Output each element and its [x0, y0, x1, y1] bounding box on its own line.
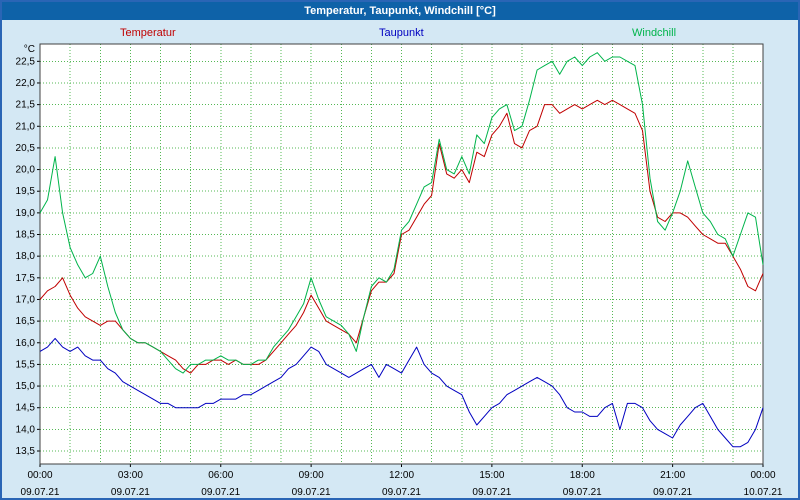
x-tick-time: 18:00	[570, 470, 595, 481]
x-tick-time: 00:00	[27, 470, 52, 481]
y-tick-label: 14,0	[16, 424, 36, 435]
chart-canvas: 22,5 22,0 21,5 21,0 20,5 20,0 19,5 19,0 18,5 18,0…	[16, 43, 783, 498]
x-tick-time: 12:00	[389, 470, 414, 481]
x-tick-time: 15:00	[479, 470, 504, 481]
y-tick-label: 16,5	[16, 316, 36, 327]
y-tick-label: 19,0	[16, 208, 36, 219]
x-tick-date: 09.07.21	[111, 487, 150, 498]
x-tick-time: 06:00	[208, 470, 233, 481]
y-tick-label: 17,5	[16, 273, 36, 284]
y-tick-label: 21,0	[16, 121, 36, 132]
y-tick-label: 15,0	[16, 381, 36, 392]
x-tick-time: 09:00	[299, 470, 324, 481]
y-tick-label: 13,5	[16, 446, 36, 457]
legend-taupunkt: Taupunkt	[379, 27, 424, 39]
x-tick-time: 21:00	[660, 470, 685, 481]
plot-border	[39, 43, 764, 465]
x-tick-date: 09.07.21	[21, 487, 60, 498]
y-tick-label: 22,5	[16, 56, 36, 67]
y-tick-label: 18,5	[16, 230, 36, 241]
y-tick-label: 15,5	[16, 359, 36, 370]
y-tick-label: 19,5	[16, 186, 36, 197]
y-tick-label: 20,0	[16, 165, 36, 176]
y-tick-label: 20,5	[16, 143, 36, 154]
series-line-taupunkt	[39, 337, 764, 448]
x-tick-date: 09.07.21	[382, 487, 421, 498]
y-tick-label: 22,0	[16, 78, 36, 89]
x-tick-date: 10.07.21	[744, 487, 783, 498]
x-tick-date: 09.07.21	[472, 487, 511, 498]
y-axis-unit-label: °C	[24, 44, 35, 55]
legend-temperatur: Temperatur	[120, 27, 176, 39]
y-tick-label: 21,5	[16, 100, 36, 111]
x-tick-date: 09.07.21	[292, 487, 331, 498]
y-tick-label: 17,0	[16, 294, 36, 305]
y-tick-label: 18,0	[16, 251, 36, 262]
title-bar: Temperatur, Taupunkt, Windchill [°C]	[2, 2, 798, 20]
x-tick-date: 09.07.21	[563, 487, 602, 498]
y-tick-label: 16,0	[16, 338, 36, 349]
x-tick-date: 09.07.21	[653, 487, 692, 498]
x-tick-time: 00:00	[750, 470, 775, 481]
legend-windchill: Windchill	[632, 27, 677, 39]
x-tick-time: 03:00	[118, 470, 143, 481]
series-line-windchill	[39, 52, 764, 374]
x-tick-date: 09.07.21	[201, 487, 240, 498]
y-tick-label: 14,5	[16, 403, 36, 414]
